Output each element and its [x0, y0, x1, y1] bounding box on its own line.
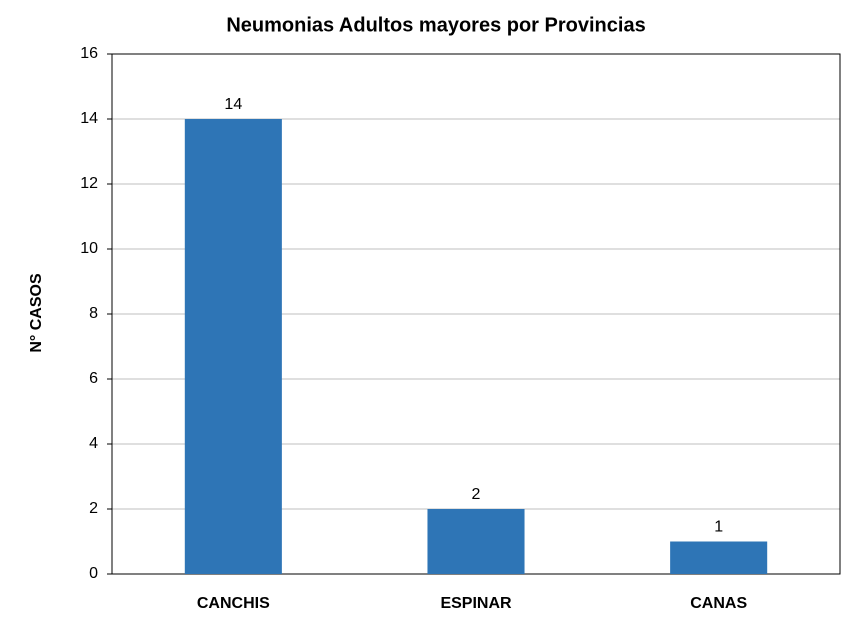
- data-label: 1: [714, 519, 723, 536]
- data-label: 14: [224, 96, 242, 113]
- chart-title: Neumonias Adultos mayores por Provincias: [226, 14, 645, 36]
- x-tick-label: CANAS: [690, 595, 747, 612]
- data-label: 2: [472, 486, 481, 503]
- bar: [184, 119, 282, 574]
- y-tick-label: 12: [80, 175, 98, 192]
- bar: [427, 509, 525, 574]
- x-tick-label: ESPINAR: [440, 595, 512, 612]
- y-tick-label: 6: [89, 370, 98, 387]
- x-tick-label: CANCHIS: [197, 595, 270, 612]
- y-tick-label: 4: [89, 435, 98, 452]
- bar: [670, 541, 768, 574]
- y-tick-label: 2: [89, 500, 98, 517]
- y-tick-label: 10: [80, 240, 98, 257]
- y-tick-label: 0: [89, 565, 98, 582]
- y-tick-label: 8: [89, 305, 98, 322]
- y-tick-label: 14: [80, 110, 98, 127]
- y-axis-label: N° CASOS: [28, 273, 45, 353]
- y-tick-label: 16: [80, 45, 98, 62]
